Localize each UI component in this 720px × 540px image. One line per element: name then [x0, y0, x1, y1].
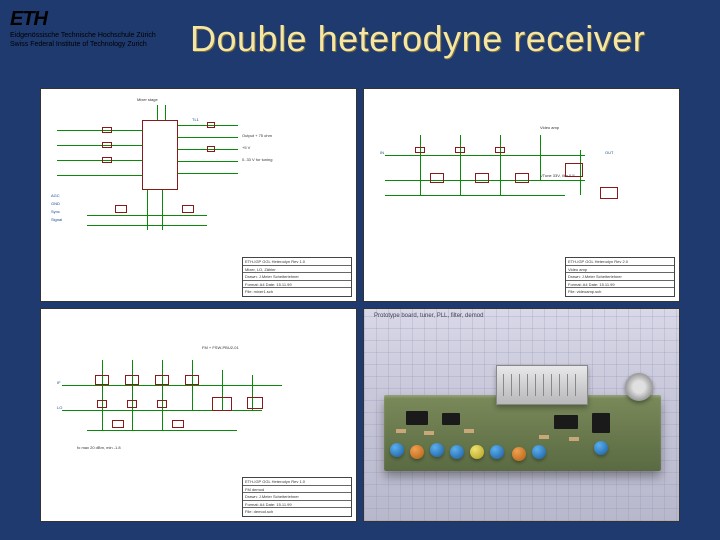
label-5v: +5 V	[242, 145, 250, 150]
label-sync: Sync	[51, 209, 60, 214]
logo-eth: ETH	[10, 8, 185, 31]
label-tl1: TL1	[192, 117, 199, 122]
label-fm: FM + FSW-PBU2-01	[202, 345, 239, 350]
logo-line2: Swiss Federal Institute of Technology Zu…	[10, 41, 185, 49]
schematic-header: Mixer stage	[137, 97, 158, 102]
pcb-board	[384, 395, 661, 471]
label-output: Output + 75 ohm	[242, 133, 272, 138]
label-gnd: GND	[51, 201, 60, 206]
logo-block: ETH Eidgenössische Technische Hochschule…	[10, 8, 185, 58]
logo-line1: Eidgenössische Technische Hochschule Zür…	[10, 32, 185, 40]
titleblock-tl: ETH-IGP GGL Heterodyn Rev 1.0 Mixer, LO,…	[242, 257, 352, 297]
photo-bg: Prototype board, tuner, PLL, filter, dem…	[364, 309, 679, 521]
panel-photo-board: Prototype board, tuner, PLL, filter, dem…	[363, 308, 680, 522]
titleblock-tr: ETH-IGP GGL Heterodyn Rev 2.0 Video amp …	[565, 257, 675, 297]
slide-title: Double heterodyne receiver	[190, 18, 645, 60]
label-fo: fo max 20 dBm, min -1.8	[77, 445, 121, 450]
panel-schematic-demod: FM + FSW-PBU2-01 fo max 20 dBm, min -1.8	[40, 308, 357, 522]
tuner-module	[496, 365, 588, 405]
panel-schematic-mixer: Mixer stage	[40, 88, 357, 302]
bnc-connector	[625, 373, 653, 401]
label-videoamp: Video amp	[540, 125, 559, 130]
label-tuning: 0..33 V for tuning	[242, 157, 272, 162]
label-sig: Signal	[51, 217, 62, 222]
label-agc: AGC	[51, 193, 60, 198]
panel-grid: Mixer stage	[40, 88, 680, 522]
ic-block	[142, 120, 178, 190]
titleblock-bl: ETH-IGP GGL Heterodyn Rev 1.0 FM demod D…	[242, 477, 352, 517]
panel-schematic-videoamp: Video amp VTune 33V, Ilim 0.5 IN OUT ETH	[363, 88, 680, 302]
photo-caption: Prototype board, tuner, PLL, filter, dem…	[374, 313, 483, 319]
